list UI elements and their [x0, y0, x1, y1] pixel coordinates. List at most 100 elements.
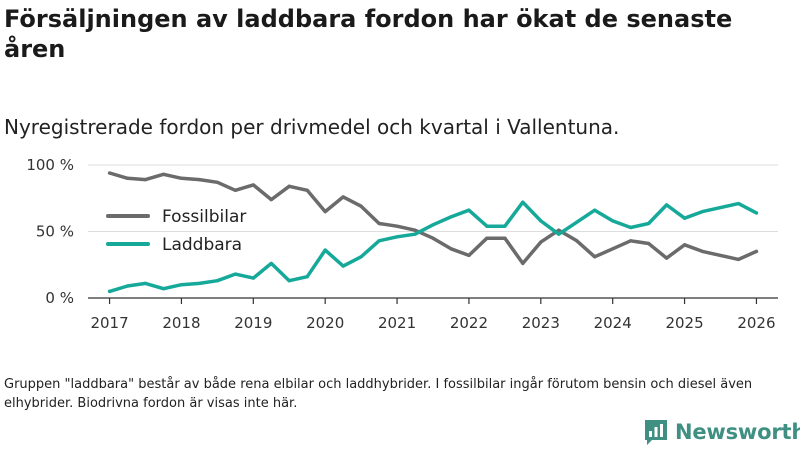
x-tick-label: 2025: [665, 314, 703, 332]
x-tick-label: 2026: [737, 314, 775, 332]
data-point-laddbara: [539, 219, 543, 223]
data-point-laddbara: [664, 203, 669, 207]
data-point-fossilbilar: [287, 184, 291, 188]
data-point-fossilbilar: [611, 247, 615, 251]
data-point-laddbara: [449, 215, 453, 219]
data-point-fossilbilar: [682, 243, 687, 247]
x-tick-label: 2020: [306, 314, 344, 332]
data-point-fossilbilar: [575, 239, 579, 243]
data-point-laddbara: [395, 235, 399, 239]
newsworthy-logo: Newsworthy: [643, 418, 800, 446]
y-tick-label: 50 %: [36, 223, 74, 241]
data-point-laddbara: [143, 281, 148, 285]
series-lines: [107, 171, 759, 294]
data-point-fossilbilar: [485, 236, 489, 240]
data-point-fossilbilar: [251, 183, 255, 187]
data-point-laddbara: [161, 287, 166, 291]
footnote: Gruppen "laddbara" består av både rena e…: [4, 377, 753, 411]
legend-label-fossilbilar: Fossilbilar: [162, 207, 246, 227]
data-point-laddbara: [341, 264, 345, 268]
data-point-fossilbilar: [395, 224, 399, 228]
data-point-fossilbilar: [700, 249, 705, 254]
x-tick-label: 2021: [378, 314, 416, 332]
data-point-fossilbilar: [323, 209, 327, 214]
data-point-fossilbilar: [593, 255, 597, 259]
data-point-laddbara: [557, 232, 561, 236]
data-point-fossilbilar: [754, 249, 759, 254]
data-point-laddbara: [305, 275, 309, 279]
data-point-laddbara: [269, 261, 273, 266]
data-point-fossilbilar: [413, 228, 417, 232]
data-point-laddbara: [359, 255, 363, 259]
y-tick-label: 100 %: [26, 156, 74, 174]
x-tick-label: 2018: [162, 314, 200, 332]
data-point-laddbara: [629, 225, 633, 230]
data-point-fossilbilar: [557, 228, 561, 232]
data-point-laddbara: [611, 219, 615, 223]
data-point-laddbara: [197, 281, 202, 285]
data-point-laddbara: [107, 289, 112, 293]
x-tick-label: 2022: [450, 314, 488, 332]
data-point-laddbara: [754, 211, 759, 215]
data-point-fossilbilar: [521, 261, 525, 266]
data-point-fossilbilar: [359, 204, 363, 208]
data-point-fossilbilar: [431, 236, 435, 240]
data-point-fossilbilar: [179, 176, 184, 180]
chart-subtitle: Nyregistrerade fordon per drivmedel och …: [4, 115, 620, 139]
legend-label-laddbara: Laddbara: [162, 235, 242, 255]
x-tick-label: 2017: [90, 314, 128, 332]
data-point-fossilbilar: [269, 197, 273, 202]
data-point-fossilbilar: [647, 241, 651, 246]
data-point-fossilbilar: [736, 257, 741, 262]
data-point-fossilbilar: [143, 178, 148, 182]
data-point-laddbara: [413, 232, 417, 236]
data-point-laddbara: [503, 224, 507, 228]
data-point-laddbara: [647, 221, 651, 226]
data-point-fossilbilar: [107, 171, 112, 175]
data-point-laddbara: [251, 276, 255, 280]
data-point-fossilbilar: [718, 253, 723, 258]
y-tick-label: 0 %: [45, 289, 74, 307]
data-point-laddbara: [736, 201, 741, 206]
data-point-laddbara: [323, 248, 327, 252]
data-point-fossilbilar: [664, 256, 669, 260]
data-point-fossilbilar: [629, 239, 633, 243]
y-axis: 0 % 50 % 100 %: [26, 156, 74, 307]
x-axis: 2017 2018 2019 2020 2021 2022 2023 2024 2025 2026: [88, 297, 778, 332]
data-point-laddbara: [700, 209, 705, 214]
data-point-fossilbilar: [161, 172, 166, 176]
chart-title: Försäljningen av laddbara fordon har öka…: [4, 5, 733, 63]
data-point-fossilbilar: [377, 221, 381, 226]
data-point-fossilbilar: [539, 240, 543, 244]
data-point-fossilbilar: [449, 247, 453, 251]
logo-text: Newsworthy: [675, 420, 800, 444]
x-tick-label: 2019: [234, 314, 272, 332]
data-point-laddbara: [593, 208, 597, 212]
data-point-laddbara: [431, 223, 435, 227]
data-point-laddbara: [575, 220, 579, 224]
data-point-laddbara: [179, 283, 184, 287]
data-point-fossilbilar: [503, 236, 507, 240]
data-point-laddbara: [467, 208, 471, 212]
data-point-fossilbilar: [197, 178, 202, 182]
data-point-laddbara: [485, 224, 489, 228]
data-point-laddbara: [718, 205, 723, 210]
data-point-fossilbilar: [341, 195, 345, 199]
data-point-laddbara: [682, 216, 687, 220]
data-point-fossilbilar: [125, 176, 130, 180]
legend: Fossilbilar Laddbara: [106, 207, 246, 255]
data-point-fossilbilar: [305, 188, 309, 192]
data-point-laddbara: [521, 200, 525, 204]
x-tick-label: 2024: [594, 314, 632, 332]
bar-chart-icon: [645, 420, 667, 445]
grid-lines: [88, 164, 778, 232]
data-point-laddbara: [125, 284, 130, 288]
line-chart: 0 % 50 % 100 % 2017 2018 2019 2020 2021 2022 202…: [26, 156, 778, 332]
data-point-fossilbilar: [233, 188, 237, 192]
data-point-fossilbilar: [467, 253, 471, 258]
data-point-laddbara: [377, 239, 381, 243]
data-point-laddbara: [233, 272, 237, 276]
data-point-laddbara: [215, 279, 219, 283]
data-point-laddbara: [287, 279, 291, 283]
x-tick-label: 2023: [522, 314, 560, 332]
